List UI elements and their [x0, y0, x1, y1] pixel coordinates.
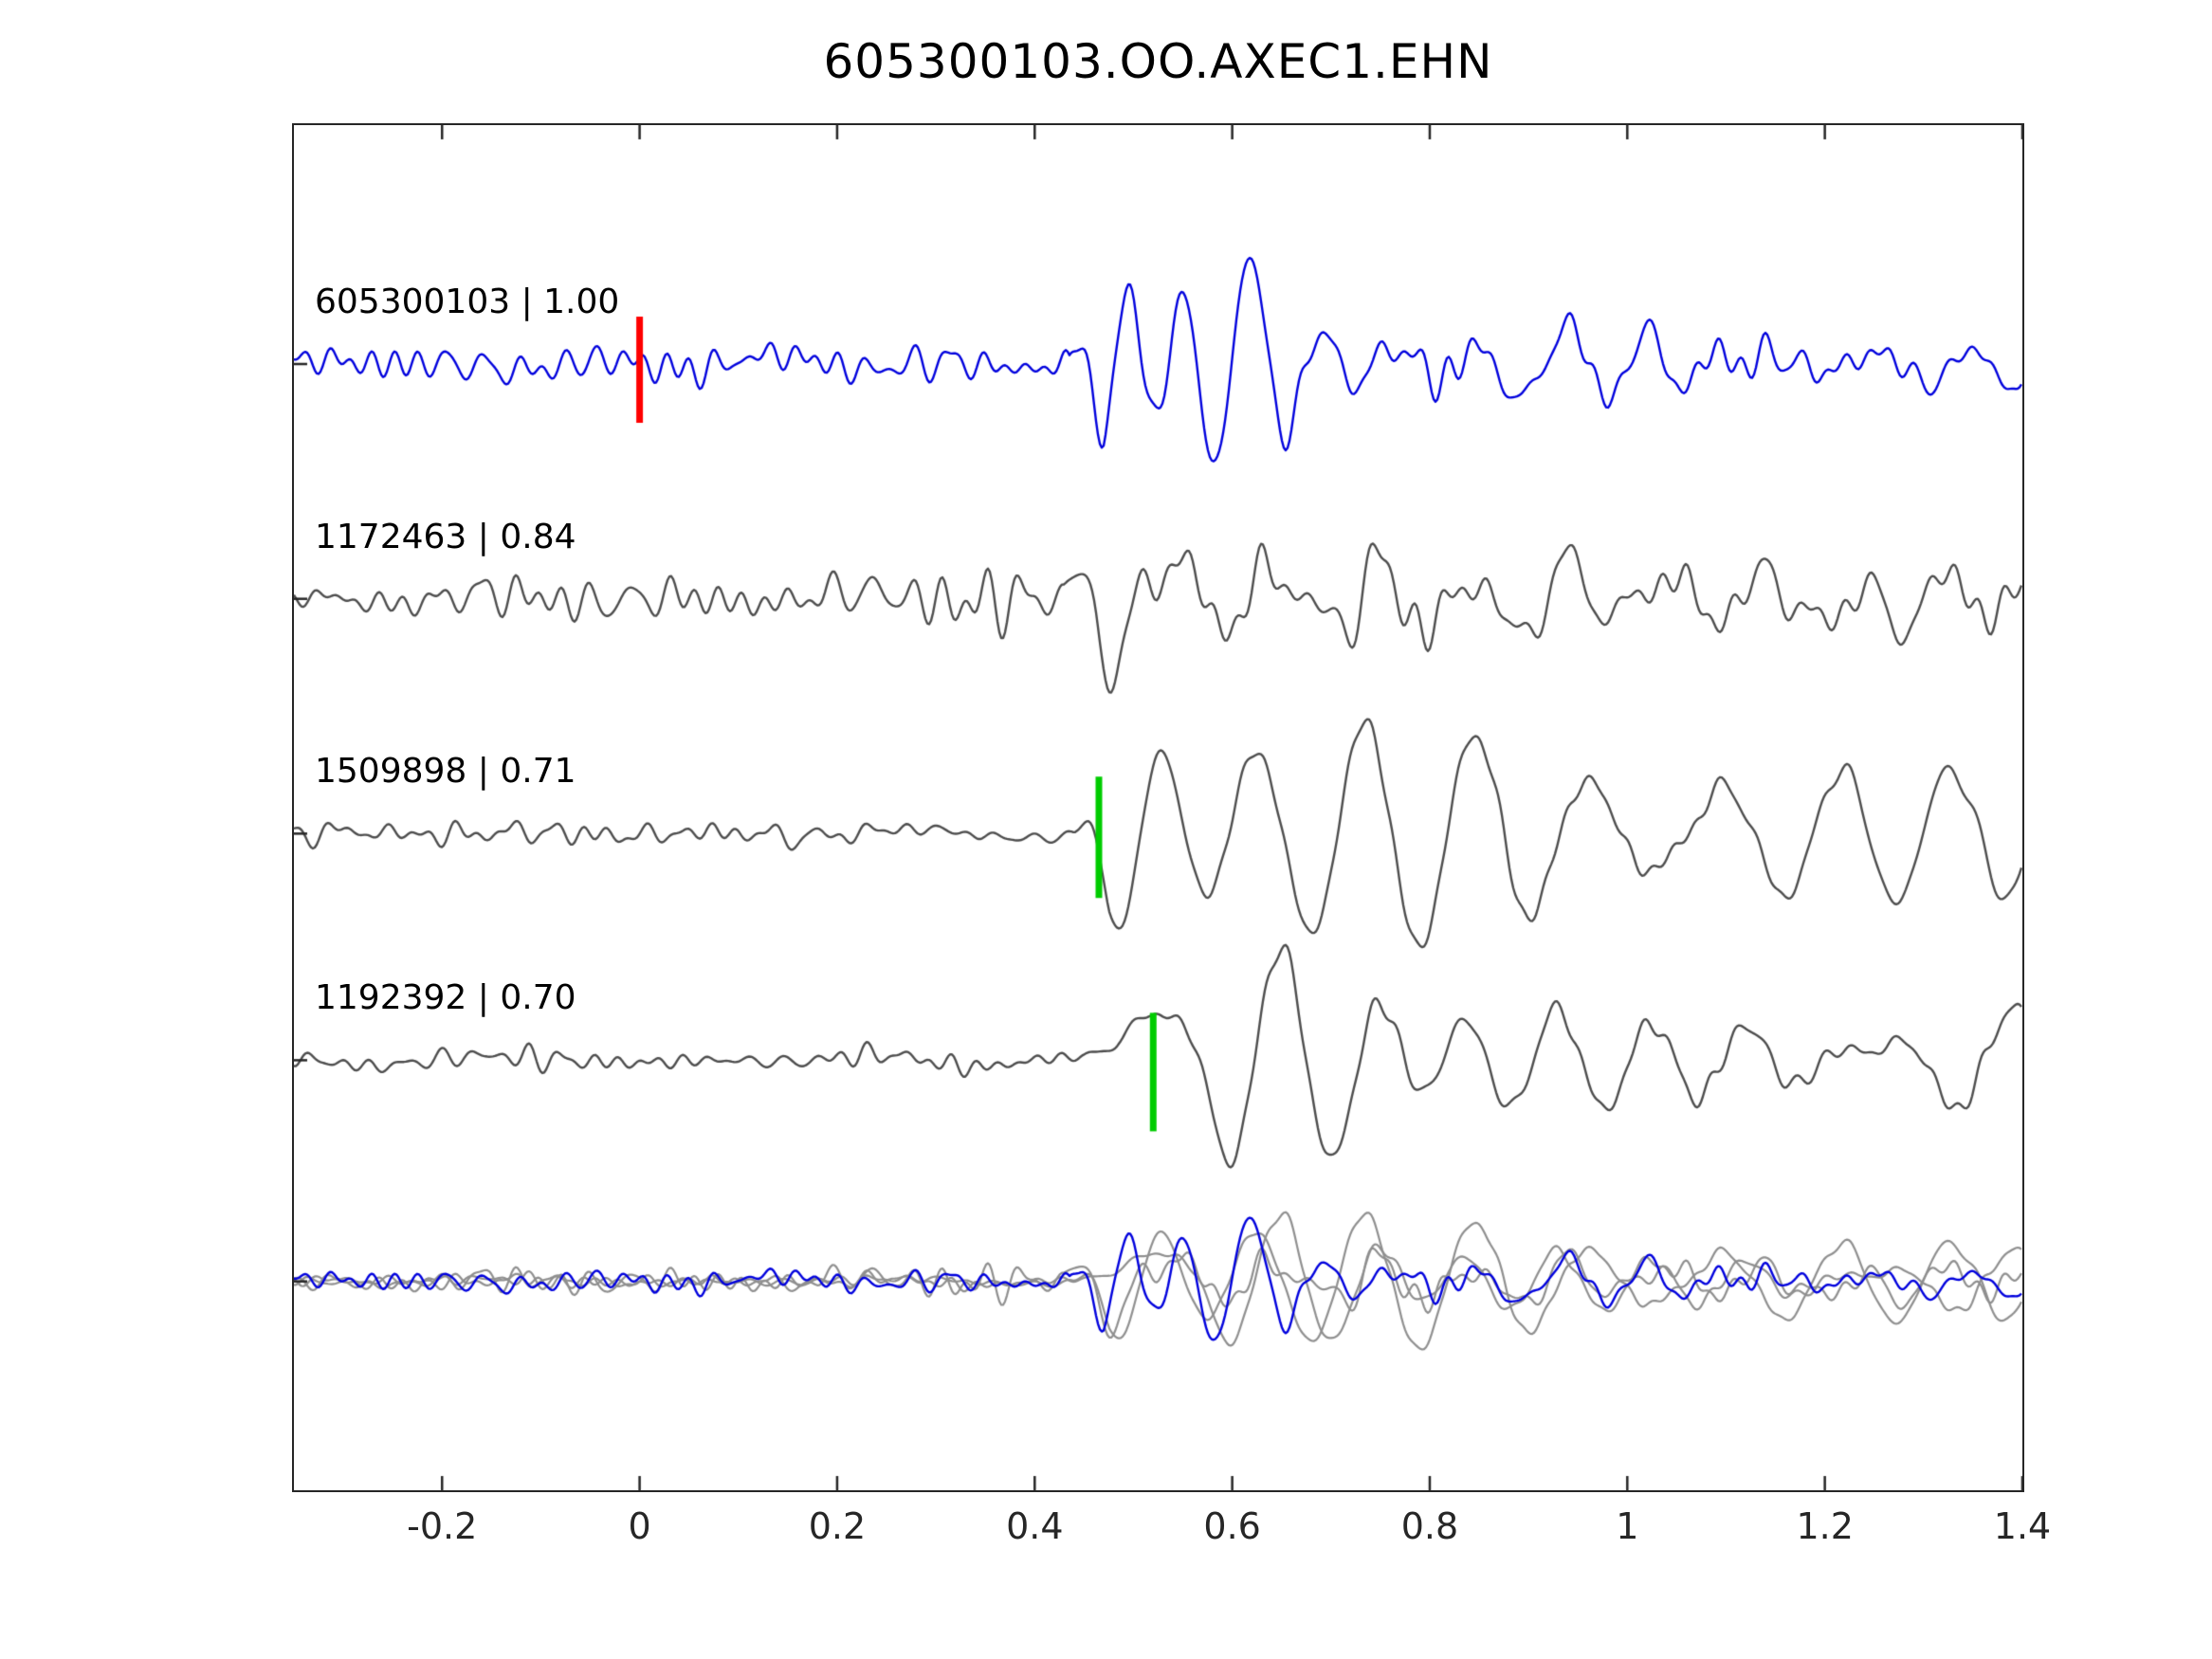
trace-label-1192392: 1192392 | 0.70: [315, 978, 576, 1018]
trace-label-1172463: 1172463 | 0.84: [315, 517, 576, 556]
x-tick-label: -0.2: [407, 1505, 478, 1547]
x-tick-label: 1: [1616, 1505, 1639, 1547]
chart-title: 605300103.OO.AXEC1.EHN: [823, 34, 1493, 89]
trace-label-1509898: 1509898 | 0.71: [315, 752, 576, 792]
x-tick-label: 0.4: [1006, 1505, 1064, 1547]
x-tick-label: 1.4: [1993, 1505, 2052, 1547]
plot-area: 605300103 | 1.00 1172463 | 0.84 1509898 …: [292, 123, 2024, 1492]
x-tick-label: 0.8: [1400, 1505, 1459, 1547]
waveform-canvas: [294, 125, 2022, 1490]
x-tick-label: 0.6: [1203, 1505, 1261, 1547]
trace-label-605300103: 605300103 | 1.00: [315, 283, 620, 321]
x-tick-label: 1.2: [1796, 1505, 1854, 1547]
x-tick-label: 0.2: [808, 1505, 867, 1547]
x-tick-label: 0: [628, 1505, 651, 1547]
